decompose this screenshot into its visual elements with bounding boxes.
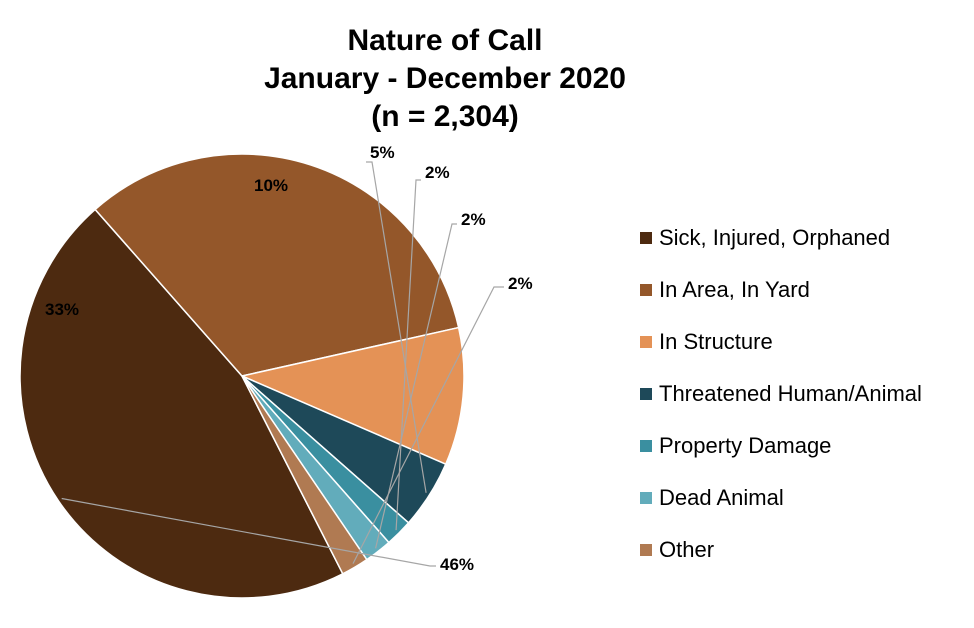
legend-swatch: [640, 492, 652, 504]
legend-swatch: [640, 336, 652, 348]
legend-item: Dead Animal: [640, 472, 922, 524]
legend-label: Dead Animal: [659, 485, 784, 510]
chart-title-main: Nature of Call: [347, 24, 543, 57]
legend-swatch: [640, 544, 652, 556]
pie-slices: [19, 153, 465, 599]
legend-item: In Area, In Yard: [640, 264, 922, 316]
chart-subtitle: January - December 2020: [264, 62, 626, 95]
legend-label: In Area, In Yard: [659, 277, 810, 302]
legend-item: Threatened Human/Animal: [640, 368, 922, 420]
data-label: 2%: [461, 210, 486, 229]
legend-label: Sick, Injured, Orphaned: [659, 225, 891, 250]
legend-swatch: [640, 388, 652, 400]
legend-item: Other: [640, 524, 922, 576]
data-label: 33%: [45, 300, 79, 319]
legend-item: Sick, Injured, Orphaned: [640, 212, 922, 264]
data-label: 10%: [254, 176, 288, 195]
pie-slice-other: [241, 375, 368, 575]
leader-line: [61, 497, 436, 567]
pie-slice-sick-injured-orphaned: [19, 208, 344, 599]
data-label: 46%: [440, 555, 474, 574]
legend-swatch: [640, 232, 652, 244]
legend-label: Other: [659, 537, 715, 562]
data-labels: 46% 33% 10% 5% 2% 2% 2%: [45, 143, 533, 574]
legend: Sick, Injured, Orphaned In Area, In Yard I…: [640, 212, 922, 576]
legend-swatch: [640, 284, 652, 296]
leader-line: [366, 161, 427, 493]
leader-lines: [61, 161, 504, 567]
data-label: 2%: [508, 274, 533, 293]
legend-label: In Structure: [659, 329, 773, 354]
chart-sample-size: (n = 2,304): [371, 100, 519, 133]
leader-line: [395, 179, 421, 531]
legend-item: In Structure: [640, 316, 922, 368]
pie-slice-in-structure: [241, 326, 465, 465]
legend-item: Property Damage: [640, 420, 922, 472]
leader-line: [375, 223, 457, 549]
pie-slice-in-area-in-yard: [94, 153, 460, 377]
chart-title: Nature of Call January - December 2020 (…: [150, 22, 740, 136]
data-label: 5%: [370, 143, 395, 162]
legend-swatch: [640, 440, 652, 452]
leader-line: [352, 286, 504, 564]
legend-label: Threatened Human/Animal: [659, 381, 922, 406]
data-label: 2%: [425, 163, 450, 182]
legend-label: Property Damage: [659, 433, 832, 458]
